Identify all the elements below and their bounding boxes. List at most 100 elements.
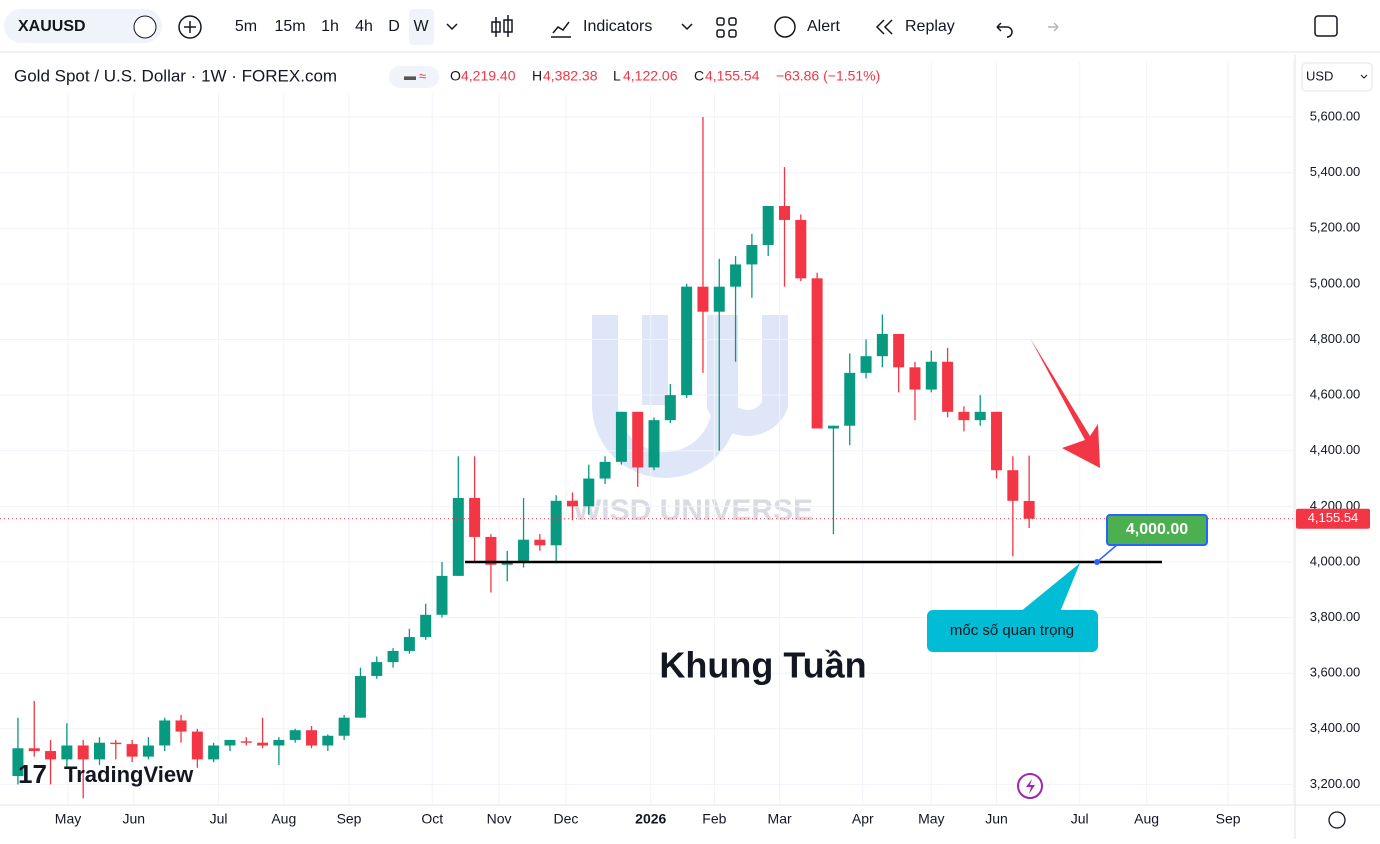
candle-body: [387, 650, 399, 663]
settings[interactable]: [1328, 811, 1346, 829]
candle-body: [322, 735, 334, 746]
replay[interactable]: Replay: [905, 18, 955, 35]
candle-body: [452, 498, 464, 576]
add-icon: [184, 21, 196, 33]
candle-body: [762, 206, 774, 245]
indicators-dropdown[interactable]: [681, 23, 693, 31]
c-key: C: [694, 68, 704, 84]
candle-body: [534, 539, 546, 546]
candle-body: [501, 561, 513, 565]
callout-pointer: [1020, 563, 1080, 612]
candle-body: [142, 745, 154, 757]
candle-body: [306, 730, 318, 746]
active-interval-bg: [409, 9, 434, 45]
redo[interactable]: [1048, 22, 1059, 32]
o-key: O: [450, 68, 461, 84]
alert-icon[interactable]: [774, 16, 796, 38]
fullscreen[interactable]: [1314, 15, 1338, 37]
candle-body: [925, 361, 937, 390]
candle-body: [77, 745, 89, 760]
candle-body: [289, 730, 301, 740]
x-tick-label: Mar: [768, 811, 792, 827]
templates[interactable]: [716, 17, 737, 38]
candle-body: [615, 411, 627, 462]
watermark: WISD UNIVERSE: [573, 494, 813, 527]
candle-body: [632, 411, 644, 468]
watermark-logo: [592, 315, 788, 478]
x-tick-label: Sep: [337, 811, 362, 827]
o-value: 4,219.40: [461, 68, 516, 84]
x-tick-label: Dec: [553, 811, 578, 827]
candle-body: [159, 720, 171, 746]
y-tick-label: 3,200.00: [1310, 776, 1361, 791]
symbol-box[interactable]: [4, 9, 162, 43]
candle-body: [1023, 500, 1035, 519]
currency[interactable]: USD: [1306, 68, 1333, 83]
candle-body: [208, 745, 220, 760]
callout-text: mốc số quan trọng: [950, 622, 1074, 639]
candle-body: [469, 498, 481, 537]
status-dash: ▬: [404, 69, 416, 83]
callout-box: [927, 610, 1098, 652]
candle-body: [257, 742, 269, 746]
candle-body: [420, 614, 432, 638]
change: −63.86 (−1.51%): [776, 68, 880, 84]
last-price-label: 4,155.54: [1308, 510, 1359, 525]
candle-body: [991, 411, 1003, 471]
interval-dropdown[interactable]: [446, 23, 458, 31]
events-bolt: [1026, 779, 1035, 794]
candle-body: [909, 367, 921, 390]
x-tick-label: Jul: [210, 811, 228, 827]
candle-body: [893, 333, 905, 368]
y-tick-label: 3,800.00: [1310, 609, 1361, 624]
chart-type[interactable]: [491, 15, 513, 37]
candle-body: [436, 575, 448, 615]
candle-body: [713, 286, 725, 312]
events-icon[interactable]: [1017, 773, 1043, 799]
currency-dropdown[interactable]: [1360, 74, 1368, 79]
symbol-icon[interactable]: [133, 15, 157, 39]
h-value: 4,382.38: [543, 68, 598, 84]
candle-body: [273, 739, 285, 746]
symbol[interactable]: XAUUSD: [18, 18, 86, 35]
candle-body: [12, 748, 24, 777]
replay-icon[interactable]: [875, 19, 893, 35]
interval[interactable]: 1h: [321, 18, 339, 35]
alert[interactable]: Alert: [807, 18, 840, 35]
candle-body: [93, 742, 105, 760]
status-pill[interactable]: [389, 66, 439, 88]
indicators[interactable]: Indicators: [583, 18, 652, 35]
candle-body: [583, 478, 595, 507]
candle-body: [126, 744, 138, 757]
interval[interactable]: 5m: [235, 18, 257, 35]
red-arrow: [1030, 338, 1100, 468]
y-tick-label: 3,600.00: [1310, 665, 1361, 680]
candle-body: [681, 286, 693, 396]
candle-body: [974, 411, 986, 421]
candle-body: [240, 741, 252, 743]
candle-body: [485, 536, 497, 565]
interval[interactable]: D: [388, 18, 400, 35]
currency-box[interactable]: [1301, 62, 1373, 92]
candle-body: [876, 333, 888, 357]
status-wave: ≈: [419, 68, 426, 83]
x-tick-label: 2026: [635, 811, 666, 827]
y-tick-label: 3,400.00: [1310, 720, 1361, 735]
interval[interactable]: W: [413, 18, 429, 35]
undo[interactable]: [996, 22, 1013, 38]
indicators-icon[interactable]: [551, 21, 571, 38]
level-label-box: [1106, 514, 1208, 546]
interval[interactable]: 4h: [355, 18, 373, 35]
candle-body: [746, 244, 758, 265]
x-tick-label: May: [55, 811, 81, 827]
candle-body: [599, 461, 611, 479]
y-tick-label: 4,000.00: [1310, 553, 1361, 568]
candle-body: [860, 356, 872, 373]
last-price-box: [1296, 508, 1370, 529]
x-tick-label: Apr: [852, 811, 874, 827]
interval[interactable]: 15m: [274, 18, 305, 35]
add-symbol[interactable]: [178, 15, 202, 39]
